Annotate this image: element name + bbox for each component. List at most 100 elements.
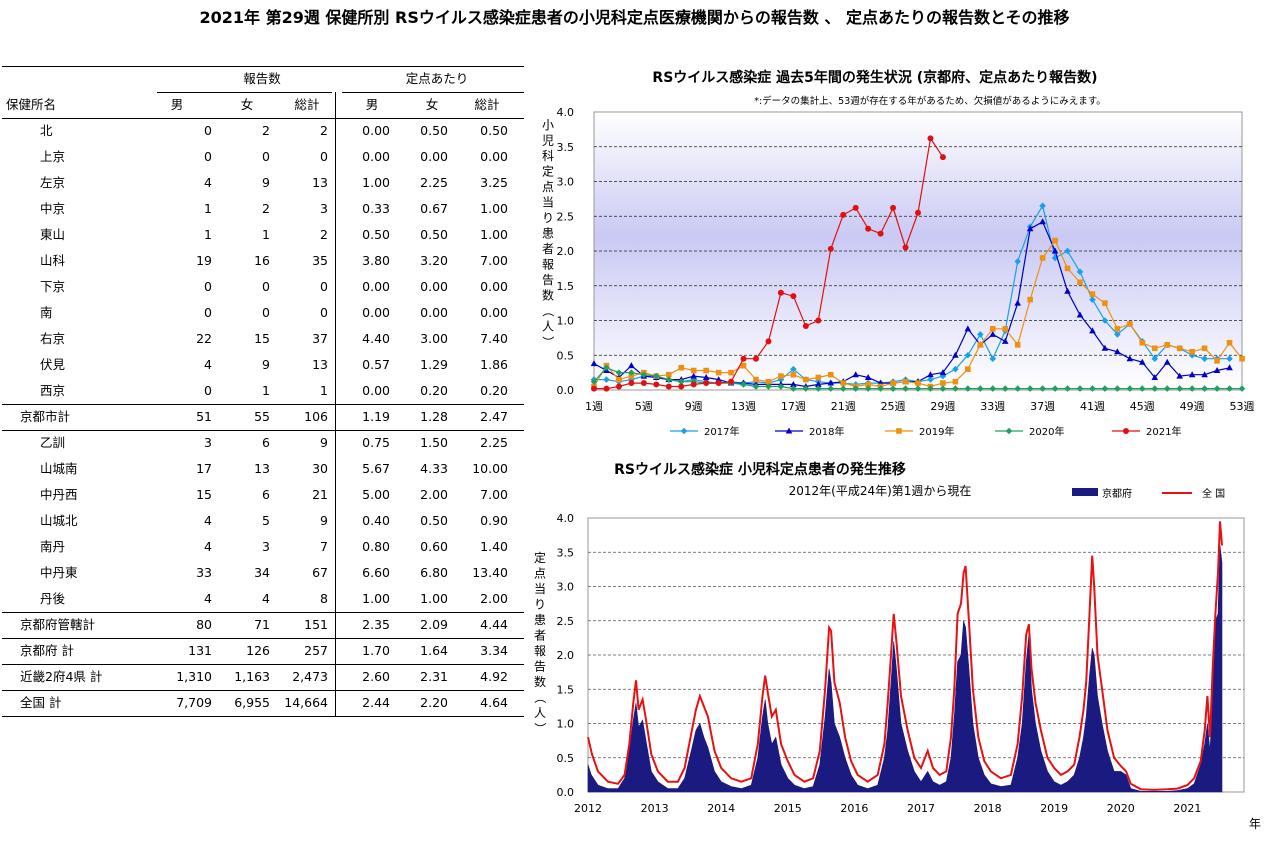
row-name: 全国 計 — [20, 695, 62, 710]
chart2-xtick: 2014 — [707, 802, 735, 815]
chart1-point — [678, 364, 685, 371]
chart1-point — [603, 385, 610, 392]
cell: 13.40 — [472, 565, 508, 580]
chart2-series-national — [587, 521, 1223, 791]
cell: 5.67 — [362, 461, 390, 476]
chart1-point — [740, 355, 747, 362]
chart1-xtick: 45週 — [1130, 400, 1155, 413]
chart1-xtick: 1週 — [585, 400, 603, 413]
cell: 37 — [312, 331, 328, 346]
chart1-point — [889, 385, 897, 392]
chart1-point — [1188, 385, 1196, 392]
chart1-point — [989, 330, 997, 337]
cell: 0.50 — [420, 123, 448, 138]
chart1-point — [1014, 342, 1021, 348]
chart1-point — [864, 373, 872, 380]
cell: 126 — [246, 643, 270, 658]
chart1-point — [840, 380, 847, 386]
cell: 2.25 — [480, 435, 508, 450]
report-table: 報告数 定点あたり 保健所名 男 女 総計 男 女 総計 北 0 2 2 0.00 0.5… — [2, 66, 526, 717]
cell: 1.40 — [480, 539, 508, 554]
table-row: 上京 0 0 0 0.00 0.00 0.00 — [2, 144, 526, 170]
chart1-point — [890, 204, 897, 211]
cell: 3 — [320, 201, 328, 216]
cell: 13 — [312, 175, 328, 190]
cell: 21 — [312, 487, 328, 502]
chart1-legend-label: 2017年 — [704, 425, 739, 438]
chart1-point — [902, 378, 909, 385]
chart1-point — [964, 325, 972, 332]
table-row: 下京 0 0 0 0.00 0.00 0.00 — [2, 274, 526, 300]
cell: 2.35 — [362, 617, 390, 632]
chart1-point — [977, 342, 984, 348]
cell: 0 — [262, 305, 270, 320]
cell: 0.33 — [362, 201, 390, 216]
chart1-point — [939, 369, 947, 376]
chart1-point — [1123, 428, 1129, 434]
table-group-header: 報告数 定点あたり — [2, 66, 526, 92]
chart2-xtick: 2012 — [574, 802, 602, 815]
cell: 6,955 — [234, 695, 270, 710]
cell: 4.33 — [420, 461, 448, 476]
cell: 3.25 — [480, 175, 508, 190]
cell: 55 — [254, 409, 270, 424]
cell: 1.00 — [362, 591, 390, 606]
row-name: 中丹東 — [40, 565, 78, 580]
cell: 1.70 — [362, 643, 390, 658]
chart1-point — [677, 378, 685, 385]
cell: 2.47 — [480, 409, 508, 424]
chart1-point — [1051, 254, 1059, 262]
row-name: 南 — [40, 305, 53, 320]
trend-chart: RSウイルス感染症 小児科定点患者の発生推移 2012年(平成24年)第1週から… — [533, 461, 1261, 831]
chart1-legend-label: 2018年 — [809, 425, 844, 438]
chart1-ylabel-char: 点 — [542, 180, 554, 194]
table-row: 北 0 2 2 0.00 0.50 0.50 — [2, 118, 526, 144]
chart1-point — [777, 376, 785, 383]
chart1-ytick: 1.0 — [557, 315, 575, 328]
chart1-xtick: 29週 — [930, 400, 955, 413]
chart1-xtick: 17週 — [781, 400, 806, 413]
chart1-point — [1051, 247, 1059, 254]
chart1-point — [1226, 364, 1233, 371]
cell: 1.86 — [480, 357, 508, 372]
table-row: 伏見 4 9 13 0.57 1.29 1.86 — [2, 352, 526, 378]
cell: 2.44 — [362, 695, 390, 710]
row-name: 京都府 計 — [20, 643, 74, 658]
chart1-ylabel-char: （ — [541, 305, 555, 317]
chart1-point — [1002, 326, 1009, 332]
cell: 4 — [204, 513, 212, 528]
chart1-point — [1051, 385, 1059, 392]
cell: 0.57 — [362, 357, 390, 372]
chart1-point — [777, 289, 784, 296]
cell: 3 — [204, 435, 212, 450]
cell: 19 — [196, 253, 212, 268]
cell: 0.00 — [362, 149, 390, 164]
table-row: 京都府管轄計 80 71 151 2.35 2.09 4.44 — [2, 612, 526, 638]
chart2-ytick: 2.0 — [557, 649, 575, 662]
chart2-ylabel-char: 報 — [534, 644, 546, 658]
chart2-xlabel: 年 — [1249, 817, 1261, 831]
chart1-point — [1239, 355, 1245, 362]
chart1-point — [1027, 296, 1033, 303]
cell: 0 — [204, 383, 212, 398]
cell: 257 — [304, 643, 328, 658]
cell: 0 — [320, 149, 328, 164]
chart2-ylabel-char: 者 — [534, 629, 546, 643]
page-title: 2021年 第29週 保健所別 RSウイルス感染症患者の小児科定点医療機関からの… — [199, 8, 1070, 27]
chart1-point — [839, 385, 847, 392]
chart1-point — [628, 376, 635, 383]
chart1-point — [915, 209, 921, 216]
chart1-point — [977, 331, 984, 338]
cell: 3.00 — [420, 331, 448, 346]
cell: 2.60 — [362, 669, 390, 684]
chart1-point — [1151, 373, 1159, 380]
header-bottom-border — [2, 118, 524, 119]
cell: 2 — [262, 201, 270, 216]
cell: 13 — [312, 357, 328, 372]
chart1-point — [628, 380, 635, 387]
chart1-point — [927, 376, 934, 383]
chart1-point — [1089, 327, 1096, 334]
chart2-xtick: 2015 — [774, 802, 802, 815]
chart1-point — [1077, 279, 1083, 286]
